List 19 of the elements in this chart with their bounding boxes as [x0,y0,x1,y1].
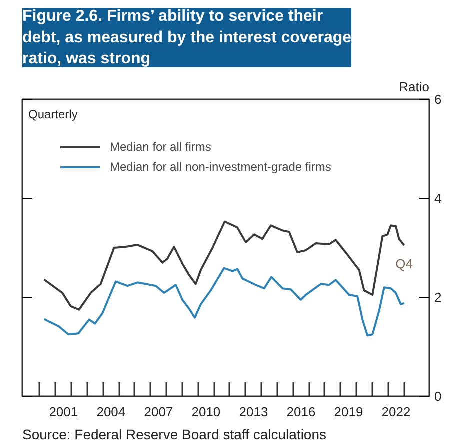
legend-label: Median for all firms [110,140,212,154]
chart-title: Figure 2.6. Firms’ ability to service their debt, as measured by the interest coverage ratio, was strong [22,8,352,68]
y-tick-label: 4 [434,191,442,206]
y-axis-title: Ratio [399,80,430,94]
x-tick-label: 2016 [286,404,316,420]
legend-label: Median for all non-investment-grade firms [110,160,332,174]
x-tick-label: 2010 [192,404,221,420]
text: Quarterly [28,108,78,122]
annotation: Q4 [396,256,413,272]
x-tick-label: 2019 [334,404,364,420]
x-tick-label: 2004 [96,404,126,420]
y-tick-label: 2 [434,290,442,305]
source-note: Source: Federal Reserve Board staff calculations [22,426,327,442]
x-tick-label: 2001 [49,404,78,420]
x-tick-label: 2013 [239,404,268,420]
x-tick-label: 2022 [382,404,411,420]
x-tick-label: 2007 [144,404,174,420]
y-tick-label: 6 [434,92,442,107]
y-tick-label: 0 [434,389,442,404]
